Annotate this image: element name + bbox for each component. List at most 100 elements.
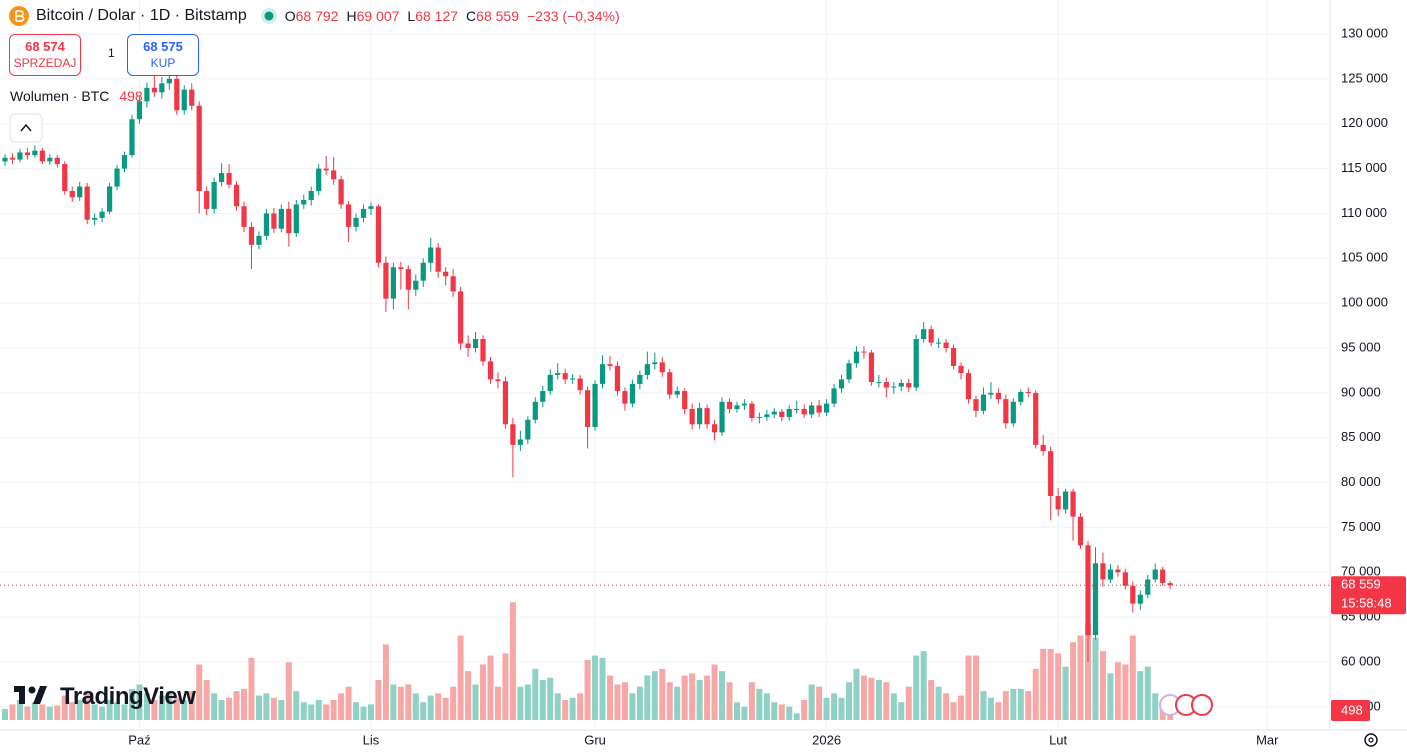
y-tick-label: 100 000 [1341, 295, 1388, 310]
volume-bar [39, 704, 46, 720]
candle-body [786, 409, 792, 418]
y-tick-label: 85 000 [1341, 429, 1381, 444]
candle-body [368, 206, 374, 209]
volume-bar [151, 700, 158, 720]
event-icon[interactable] [1191, 694, 1213, 716]
volume-bar [1032, 668, 1039, 720]
candle-body [472, 339, 479, 348]
candle-body [577, 378, 583, 391]
candle-body [39, 150, 45, 162]
gear-icon[interactable] [1364, 733, 1378, 747]
volume-bar [300, 702, 307, 720]
chevron-icon [20, 123, 32, 132]
volume-bar [763, 693, 770, 720]
candle-body [1070, 491, 1076, 517]
countdown: 15:58:48 [1341, 596, 1392, 611]
candle-body [219, 173, 225, 183]
candle-body [121, 155, 128, 169]
volume-bar [733, 702, 740, 720]
candle-body [9, 157, 16, 160]
volume-bar [420, 702, 427, 720]
candle-body [965, 373, 972, 400]
ohlc-value: 68 792 [295, 8, 339, 24]
candle-body [1003, 399, 1009, 424]
candle-body [1025, 391, 1031, 393]
button-frame[interactable] [9, 113, 43, 143]
volume-bar [853, 668, 860, 720]
candle-body [316, 168, 322, 192]
volume-bar [114, 702, 121, 720]
volume-bar [106, 700, 113, 720]
candle-body [562, 373, 568, 380]
volume-bar [845, 682, 852, 720]
volume-bar [547, 677, 554, 720]
candle-body [54, 157, 60, 165]
volume-bar [1152, 693, 1159, 720]
volume-bar [816, 686, 823, 720]
candle-body [159, 83, 165, 93]
candle-body [92, 217, 98, 220]
candle-body [525, 419, 531, 440]
logo-part [28, 686, 36, 694]
candle-body [704, 408, 710, 425]
volume-bar [606, 675, 613, 720]
candle-body [517, 439, 523, 445]
candle-body [458, 291, 464, 344]
candle-body [114, 168, 120, 187]
candle-body [614, 365, 621, 392]
volume-bar [457, 635, 464, 720]
volume-bar [890, 693, 897, 720]
volume-bar [913, 655, 920, 720]
candle-body [32, 150, 38, 156]
volume-bar [704, 675, 711, 720]
volume-bar [666, 682, 673, 720]
candle-body [338, 179, 344, 205]
candle-body [756, 417, 762, 419]
event-icons[interactable] [1159, 694, 1213, 716]
candle-body [801, 409, 807, 415]
volume-bar [255, 695, 262, 720]
candle-body [592, 383, 598, 427]
y-tick-label: 60 000 [1341, 653, 1381, 668]
candle-body [435, 247, 441, 272]
volume-bar [1062, 666, 1069, 720]
volume-bar [711, 664, 718, 720]
candle-body [876, 382, 882, 384]
candle-body [405, 269, 411, 290]
volume-bar [987, 697, 994, 720]
volume-bar [920, 651, 927, 720]
candle-body [697, 408, 703, 425]
sell-button[interactable]: 68 574 SPRZEDAJ [9, 34, 81, 76]
buy-button[interactable]: 68 575 KUP [127, 34, 199, 76]
volume-bar [554, 693, 561, 720]
volume-pane [2, 602, 1174, 720]
candle-body [2, 157, 8, 162]
sell-price: 68 574 [25, 39, 65, 54]
volume-bar [577, 693, 584, 720]
volume-bar [584, 660, 591, 720]
volume-bar [270, 697, 277, 720]
y-tick-label: 70 000 [1341, 564, 1381, 579]
collapse-button[interactable] [9, 113, 43, 143]
settings-button[interactable] [1364, 733, 1378, 747]
candle-body [980, 394, 987, 411]
volume-bar [181, 700, 188, 720]
candle-body [47, 157, 53, 162]
candle-body [375, 206, 382, 263]
volume-bar [1129, 635, 1136, 720]
volume-bar [1107, 673, 1114, 720]
volume-bar [442, 697, 449, 720]
volume-bar [958, 695, 965, 720]
candle-body [465, 343, 471, 348]
candle-body [17, 152, 23, 160]
candle-body [584, 390, 591, 427]
y-tick-label: 125 000 [1341, 70, 1388, 85]
symbol-title[interactable]: Bitcoin / Dolar · 1D · Bitstamp [36, 7, 247, 24]
candle-body [831, 388, 837, 404]
volume-bar [203, 680, 210, 720]
candle-body [883, 382, 889, 388]
volume-bar [756, 688, 763, 720]
volume-bar [263, 693, 270, 720]
